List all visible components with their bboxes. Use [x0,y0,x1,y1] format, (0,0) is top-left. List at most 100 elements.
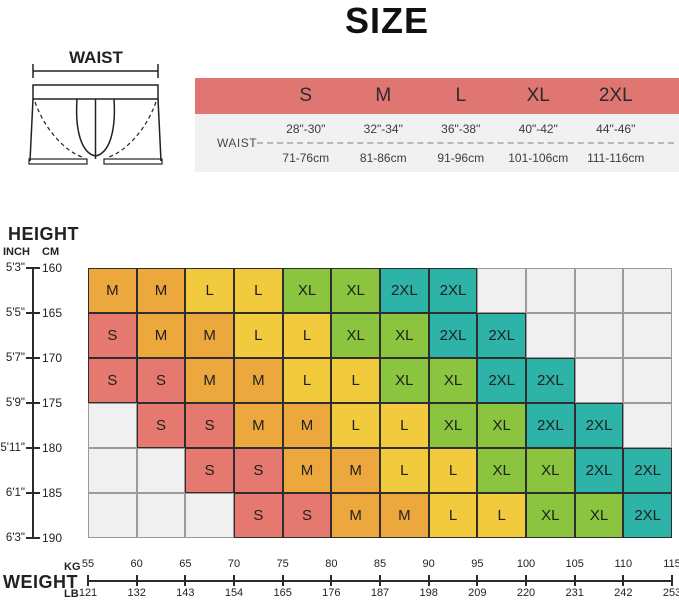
weight-lb-value: 187 [370,587,390,599]
weight-tick [281,575,284,586]
weight-tick [135,575,138,586]
grid-cell: XL [282,268,332,313]
weight-lb-value: 231 [565,587,584,599]
boxer-briefs-illustration: WAIST [28,48,163,165]
grid-cell: L [234,268,283,313]
grid-cell: L [331,358,380,403]
weight-axis-title: WEIGHT [3,572,78,592]
boxer-seam-dashes [34,101,157,158]
grid-cell [574,313,624,358]
grid-cell: 2XL [428,313,478,358]
grid-cell: 2XL [526,403,575,448]
grid-cell: M [331,493,380,538]
grid-cell [185,493,234,538]
weight-lb-value: 242 [614,587,633,599]
grid-cell: L [282,358,332,403]
grid-cell: M [331,448,380,493]
grid-cell: L [380,448,429,493]
weight-tick [622,575,625,586]
grid-cell: S [136,358,186,403]
size-table-body: 28"-30" 32"-34" 36"-38" 40"-42" 44"-46" 71-7… [195,114,679,172]
grid-cell: L [477,493,526,538]
grid-cell: XL [428,358,478,403]
grid-cell: S [88,358,137,403]
weight-lb-value: 121 [78,587,98,599]
grid-cell [136,448,186,493]
grid-cell: S [136,403,186,448]
grid-cell: 2XL [477,313,526,358]
grid-cell: L [380,403,429,448]
waist-cm-value: 81-86cm [359,150,407,165]
waist-cm-value: 111-116cm [587,150,645,165]
height-cm-label: 185 [42,486,63,500]
waist-inches-value: 36"-38" [441,121,481,136]
weight-tick [573,575,576,586]
height-inch-label: 5'9" [5,397,25,409]
height-inch-label: 6'1" [5,487,25,499]
grid-cell: L [331,403,380,448]
grid-cell: M [185,313,234,358]
weight-tick [427,575,430,586]
grid-cell: 2XL [526,358,575,403]
waist-inches-value: 32"-34" [363,121,403,136]
height-inch-label: 5'7" [5,352,25,364]
grid-cell [526,313,575,358]
height-cm-label: 165 [42,306,63,320]
grid-cell: XL [477,403,526,448]
weight-kg-value: 75 [276,558,289,570]
grid-cell: L [428,493,478,538]
grid-cell: S [185,403,234,448]
height-cm-label: 190 [42,531,63,545]
weight-lb-value: 209 [468,587,487,599]
grid-cell: L [185,268,234,313]
waist-cm-row: 71-76cm 81-86cm 91-96cm 101-106cm 111-116cm [195,143,679,172]
grid-cell [88,448,137,493]
height-cm-label: 175 [42,396,63,410]
weight-kg-value: 115 [663,558,679,570]
height-tick [26,402,40,404]
height-inch-label: 5'5" [5,307,25,319]
height-cm-header: CM [42,246,60,258]
height-cm-label: 180 [42,441,63,455]
waist-inches-row: 28"-30" 32"-34" 36"-38" 40"-42" 44"-46" [195,114,679,143]
weight-kg-value: 105 [565,558,584,570]
weight-kg-value: 85 [373,558,387,570]
grid-cell: M [136,268,186,313]
size-grid: M M L L XL XL 2XL 2XL S M M L L XL XL 2XL 2XL S S M M L L XL XL 2… [88,268,672,538]
weight-axis-ticks: 55 121 60 132 65 143 70 154 75 165 80 176 85 187 90 198… [79,0,679,600]
weight-kg-value: 60 [130,558,143,570]
height-tick [26,357,40,359]
grid-cell: XL [380,313,429,358]
height-tick [26,492,40,494]
height-cm-label: 160 [42,261,63,275]
weight-tick [379,575,381,586]
size-column-header: S [299,85,313,106]
weight-tick [87,575,89,586]
grid-cell: 2XL [574,403,624,448]
grid-cell: S [185,448,234,493]
height-tick [26,267,40,269]
waist-cm-value: 101-106cm [508,150,569,165]
grid-cell: XL [331,268,380,313]
height-inch-label: 6'3" [5,532,25,544]
grid-cell [574,358,624,403]
waist-diagram-label: WAIST [69,48,123,67]
grid-cell: XL [477,448,526,493]
weight-tick [184,575,187,586]
weight-lb-value: 132 [127,587,146,599]
grid-cell: S [234,493,283,538]
grid-cell: XL [574,493,624,538]
weight-tick [476,575,479,586]
grid-cell: 2XL [574,448,624,493]
grid-cell: M [282,448,332,493]
grid-cell: L [234,313,283,358]
height-axis-title: HEIGHT [8,224,80,244]
grid-cell: 2XL [623,448,672,493]
weight-tick [525,575,527,586]
height-cm-label: 170 [42,351,63,365]
weight-tick [233,575,235,586]
grid-cell [477,268,526,313]
height-inch-header: INCH [3,246,30,258]
waist-inches-value: 40"-42" [518,121,558,136]
